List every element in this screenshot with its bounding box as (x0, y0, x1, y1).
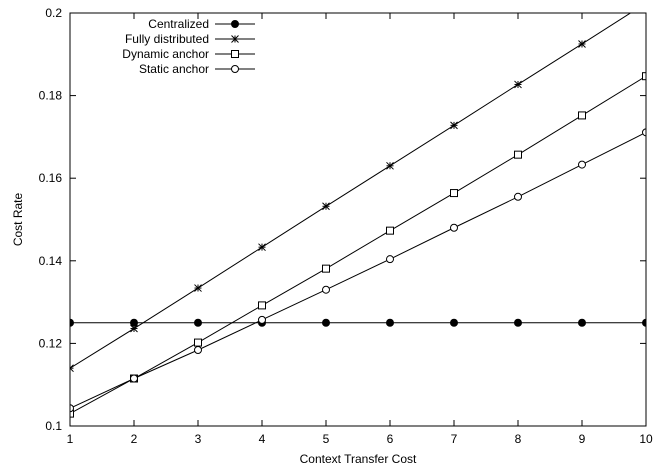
x-tick-label: 8 (515, 432, 522, 446)
data-point (450, 223, 458, 232)
x-tick-label: 5 (323, 432, 330, 446)
x-tick-label: 1 (67, 432, 74, 446)
legend-item: Static anchor (139, 62, 255, 76)
data-point (258, 301, 266, 310)
data-point (231, 20, 239, 28)
data-point (450, 189, 458, 198)
data-point (386, 255, 394, 264)
y-tick-label: 0.1 (45, 419, 62, 433)
data-point (642, 72, 646, 81)
plot-frame (69, 12, 647, 427)
series-markers (70, 72, 646, 418)
y-tick-label: 0.2 (45, 6, 62, 20)
legend-label: Dynamic anchor (122, 47, 209, 61)
data-point (514, 80, 522, 89)
data-point (514, 192, 522, 201)
chart-marks (70, 0, 650, 418)
y-tick-label: 0.16 (39, 171, 63, 185)
legend-item: Fully distributed (125, 32, 255, 46)
data-point (194, 338, 202, 347)
y-axis: 0.1 0.12 0.14 0.16 0.18 0.2 (39, 6, 646, 433)
data-point (514, 150, 522, 159)
data-point (578, 40, 586, 48)
data-point (322, 202, 330, 211)
series-dynamic-anchor (70, 72, 646, 418)
legend-label: Centralized (148, 17, 209, 31)
x-tick-label: 9 (579, 432, 586, 446)
x-tick-label: 2 (131, 432, 138, 446)
data-point (70, 404, 74, 413)
data-point (231, 65, 239, 73)
data-point (70, 318, 74, 327)
data-point (386, 318, 394, 327)
series-line (70, 13, 632, 369)
x-tick-label: 3 (195, 432, 202, 446)
data-point (514, 318, 522, 327)
data-point (258, 315, 266, 324)
data-point (231, 50, 239, 58)
data-point (643, 0, 650, 7)
series-static-anchor (70, 128, 646, 413)
data-point (194, 346, 202, 355)
y-tick-label: 0.12 (39, 336, 63, 350)
x-axis-title: Context Transfer Cost (300, 452, 417, 466)
data-point (130, 324, 138, 333)
data-point (450, 318, 458, 327)
data-point (322, 285, 330, 294)
series-markers (70, 318, 646, 327)
y-tick-label: 0.14 (39, 254, 63, 268)
legend-item: Centralized (148, 17, 255, 31)
data-point (386, 161, 394, 170)
x-tick-label: 4 (259, 432, 266, 446)
data-point (578, 111, 586, 120)
legend-label: Fully distributed (125, 32, 209, 46)
data-point (130, 374, 138, 383)
data-point (578, 318, 586, 327)
data-point (258, 243, 266, 252)
data-point (70, 409, 74, 418)
legend-label: Static anchor (139, 62, 209, 76)
x-axis: 1 2 3 4 5 6 7 8 9 10 (67, 13, 653, 446)
y-axis-title: Cost Rate (11, 192, 25, 246)
y-tick-label: 0.18 (39, 89, 63, 103)
data-point (642, 128, 646, 137)
x-tick-label: 10 (639, 432, 653, 446)
series-fully-distributed (70, 0, 650, 373)
data-point (322, 264, 330, 273)
series-line (70, 75, 646, 415)
x-tick-label: 6 (387, 432, 394, 446)
series-line (70, 131, 646, 409)
series-centralized (70, 318, 646, 327)
x-tick-label: 7 (451, 432, 458, 446)
series-markers (70, 0, 650, 373)
data-point (578, 160, 586, 169)
data-point (70, 364, 74, 373)
data-point (194, 284, 202, 292)
data-point (450, 121, 458, 130)
legend-item: Dynamic anchor (122, 47, 255, 61)
data-point (386, 226, 394, 235)
data-point (322, 318, 330, 327)
data-point (194, 318, 202, 327)
data-point (642, 318, 646, 327)
series-markers (70, 128, 646, 413)
data-point (231, 35, 239, 43)
